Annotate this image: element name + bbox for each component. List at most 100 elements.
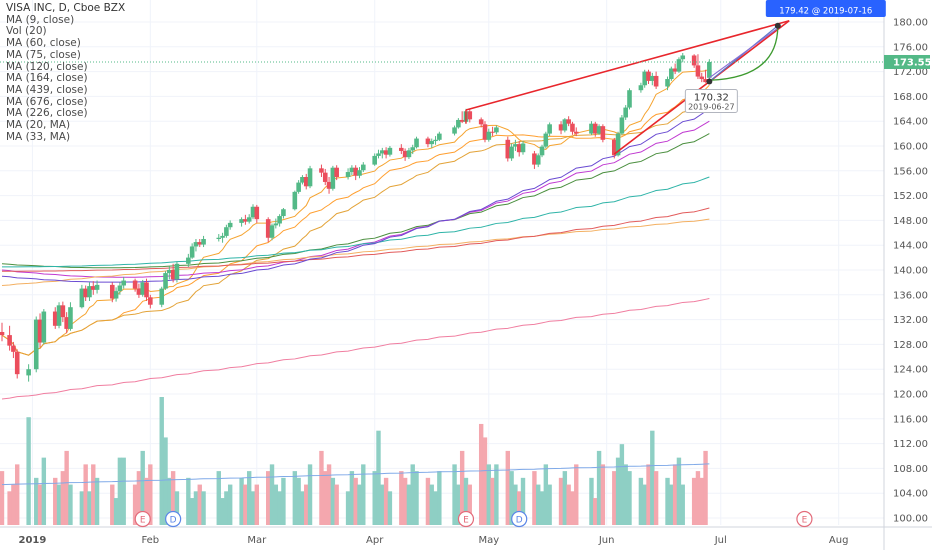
volume-bar <box>505 450 510 525</box>
legend-item[interactable]: MA (20, MA) <box>6 119 71 132</box>
candle-body <box>380 150 385 154</box>
candle-body <box>250 206 256 218</box>
volume-bar <box>140 450 145 525</box>
volume-bar <box>619 444 625 525</box>
candle-body <box>300 177 305 183</box>
candle-body <box>170 270 176 280</box>
volume-bar <box>349 471 355 525</box>
candle-body <box>699 76 705 80</box>
candle-body <box>467 111 473 120</box>
price-tick-label: 128.00 <box>893 340 928 351</box>
candle-body <box>707 61 712 78</box>
candle-body <box>589 123 594 134</box>
time-tick-label: Jul <box>714 535 727 546</box>
candle-body <box>600 126 606 140</box>
ma-33ma-line <box>1 298 710 400</box>
candle-body <box>307 168 313 187</box>
candle-body <box>7 335 12 346</box>
candle-body <box>113 291 119 299</box>
volume-bar <box>254 484 260 525</box>
candle-body <box>68 307 73 329</box>
volume-bar <box>372 471 377 525</box>
candle-body <box>543 133 549 147</box>
candle-body <box>505 139 511 159</box>
candle-body <box>121 280 126 286</box>
volume-bar <box>437 471 442 525</box>
candle-body <box>56 305 62 326</box>
volume-bar <box>638 477 644 525</box>
volume-bar <box>570 491 575 525</box>
volume-bar <box>148 464 153 525</box>
volume-bar <box>353 477 358 525</box>
legend-item[interactable]: Vol (20) <box>6 25 47 38</box>
candle-body <box>680 55 686 60</box>
candle-body <box>532 153 537 165</box>
candle-body <box>174 263 180 280</box>
ma-226-line <box>1 207 710 272</box>
candle-body <box>360 164 366 171</box>
candle-body <box>558 124 564 131</box>
legend-item[interactable]: MA (676, close) <box>6 95 88 108</box>
candle-body <box>330 167 336 189</box>
volume-bar <box>292 471 298 525</box>
legend-item[interactable]: MA (164, close) <box>6 72 88 85</box>
candle-body <box>695 65 701 77</box>
legend-item[interactable]: MA (60, close) <box>6 37 81 50</box>
candle-body <box>429 141 435 145</box>
lower-trend-line <box>613 20 790 155</box>
volume-bar <box>593 498 598 525</box>
volume-bar <box>680 484 685 525</box>
legend-item[interactable]: MA (33, MA) <box>6 130 71 143</box>
price-tick-label: 168.00 <box>893 92 928 103</box>
volume-bar <box>201 491 206 525</box>
legend-item[interactable]: MA (439, close) <box>6 83 88 96</box>
volume-bar <box>334 484 339 525</box>
candle-body <box>452 127 457 134</box>
candle-body <box>562 119 568 131</box>
candle-body <box>326 181 332 189</box>
price-tick-label: 112.00 <box>893 439 928 450</box>
candle-body <box>619 117 625 134</box>
legend-item[interactable]: MA (75, close) <box>6 48 81 61</box>
volume-bar <box>189 498 195 525</box>
annotations: 9.10 (5.34%) in 19d 179.42 @ 2019-07-16 17… <box>684 0 887 114</box>
projection-sublabel: 179.42 @ 2019-07-16 <box>779 7 872 17</box>
candle-body <box>650 75 655 81</box>
candle-body <box>573 131 579 134</box>
legend-item[interactable]: MA (226, close) <box>6 107 88 120</box>
candle-body <box>372 155 377 165</box>
legend-item[interactable]: MA (9, close) <box>6 13 75 26</box>
candle-body <box>265 219 271 238</box>
candle-body <box>334 167 339 177</box>
event-marker <box>134 510 151 528</box>
volume-bar <box>623 464 628 525</box>
target-point <box>774 22 781 29</box>
volume-bar <box>600 464 606 525</box>
time-tick-label: Mar <box>247 535 267 546</box>
volume-bar <box>193 491 199 525</box>
volume-bar <box>167 477 172 525</box>
candle-body <box>703 79 708 83</box>
candle-body <box>296 182 301 192</box>
event-marker-letter: E <box>463 516 469 526</box>
volume-bar <box>558 477 564 525</box>
candle-body <box>676 59 682 72</box>
grid <box>0 0 884 525</box>
candle-body <box>402 150 408 158</box>
candle-body <box>186 257 191 264</box>
volume-bar <box>494 464 499 525</box>
volume-bar <box>113 498 119 525</box>
volume-bar <box>452 464 457 525</box>
ma-439-line <box>1 176 710 268</box>
volume-bar <box>547 484 552 525</box>
volume-bar <box>163 437 168 525</box>
legend-item[interactable]: MA (120, close) <box>6 60 88 73</box>
price-tick-label: 176.00 <box>893 42 928 53</box>
volume-bar <box>509 471 514 525</box>
time-tick-label: May <box>478 535 499 546</box>
volume-bar <box>34 477 39 525</box>
volume-bar <box>456 484 461 525</box>
